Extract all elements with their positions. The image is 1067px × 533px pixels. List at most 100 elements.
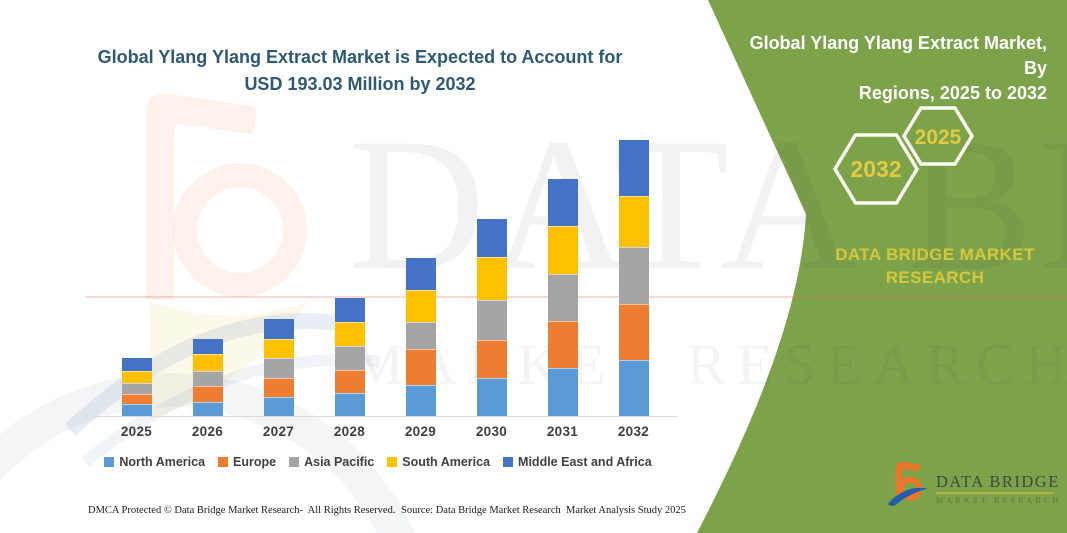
bar-slot <box>101 139 172 417</box>
x-axis-labels: 2025 2026 2027 2028 2029 2030 2031 2032 <box>101 424 669 439</box>
x-axis-label: 2032 <box>617 424 650 439</box>
legend-label: North America <box>119 455 206 469</box>
segment-north-america <box>334 393 365 417</box>
segment-middle-east-and-africa <box>121 357 152 371</box>
segment-asia-pacific <box>121 382 152 395</box>
logo-wordmark: DATA BRIDGE <box>936 472 1060 491</box>
logo-underline <box>936 492 1054 494</box>
legend-item: Europe <box>218 455 276 469</box>
x-axis-label: 2025 <box>120 424 153 439</box>
segment-europe <box>405 348 436 386</box>
chart-title: Global Ylang Ylang Extract Market is Exp… <box>80 44 640 98</box>
side-panel-heading-line2: Regions, 2025 to 2032 <box>858 83 1047 103</box>
legend-item: Middle East and Africa <box>503 455 652 469</box>
segment-north-america <box>263 397 294 417</box>
hexagon-2032-label: 2032 <box>850 156 901 182</box>
legend-item: Asia Pacific <box>289 455 374 469</box>
segment-middle-east-and-africa <box>263 319 294 339</box>
bar-2032 <box>618 140 649 417</box>
legend-label: Middle East and Africa <box>518 455 652 469</box>
bar-2029 <box>405 257 436 417</box>
chart-title-line1: Global Ylang Ylang Extract Market is Exp… <box>97 47 623 67</box>
bar-2025 <box>121 357 152 417</box>
segment-middle-east-and-africa <box>476 219 507 258</box>
segment-north-america <box>121 404 152 417</box>
bar-2031 <box>547 179 578 417</box>
brand-text-line1: DATA BRIDGE MARKET <box>835 245 1035 264</box>
legend-swatch <box>218 457 229 467</box>
legend: North America Europe Asia Pacific South Ame… <box>78 455 678 469</box>
legend-item: South America <box>387 455 490 469</box>
brand-text-line2: RESEARCH <box>885 268 985 287</box>
footer-dmca: DMCA Protected © Data Bridge Market Rese… <box>88 505 396 516</box>
bars <box>101 139 669 417</box>
side-panel-heading: Global Ylang Ylang Extract Market, By Re… <box>735 31 1047 106</box>
segment-asia-pacific <box>476 299 507 340</box>
segment-asia-pacific <box>618 247 649 304</box>
segment-south-america <box>547 226 578 274</box>
segment-europe <box>476 339 507 378</box>
legend-swatch <box>289 457 300 467</box>
hexagon-2025 <box>901 106 975 166</box>
segment-europe <box>121 394 152 405</box>
bar-slot <box>385 139 456 417</box>
legend-swatch <box>104 457 115 467</box>
segment-north-america <box>547 368 578 417</box>
bar-2030 <box>476 219 507 417</box>
segment-middle-east-and-africa <box>192 338 223 355</box>
hexagon-2025-label: 2025 <box>915 126 962 149</box>
bar-2028 <box>334 298 365 417</box>
segment-south-america <box>121 370 152 383</box>
bar-slot <box>598 139 669 417</box>
company-logo: DATA BRIDGE MARKET RESEARCH <box>886 457 1061 511</box>
footer-source: Source: Data Bridge Market Research Mark… <box>401 505 686 516</box>
side-panel-heading-line1: Global Ylang Ylang Extract Market, By <box>749 33 1047 78</box>
segment-europe <box>547 321 578 369</box>
segment-europe <box>192 385 223 402</box>
legend-swatch <box>387 457 398 467</box>
segment-south-america <box>192 354 223 372</box>
segment-middle-east-and-africa <box>618 140 649 197</box>
segment-middle-east-and-africa <box>405 257 436 290</box>
legend-label: South America <box>402 455 491 469</box>
chart-title-line2: USD 193.03 Million by 2032 <box>244 74 476 94</box>
segment-middle-east-and-africa <box>334 298 365 323</box>
segment-asia-pacific <box>192 371 223 386</box>
x-axis-label: 2029 <box>404 424 437 439</box>
segment-asia-pacific <box>263 358 294 378</box>
legend-label: Europe <box>233 455 277 469</box>
x-axis-label: 2028 <box>333 424 366 439</box>
segment-south-america <box>405 289 436 322</box>
x-axis-label: 2030 <box>475 424 508 439</box>
bar-slot <box>527 139 598 417</box>
segment-europe <box>334 369 365 394</box>
legend-item: North America <box>104 455 205 469</box>
segment-south-america <box>334 322 365 346</box>
segment-north-america <box>618 359 649 417</box>
brand-text: DATA BRIDGE MARKET RESEARCH <box>823 243 1047 289</box>
segment-europe <box>263 377 294 398</box>
hexagon-2032 <box>832 133 920 205</box>
logo-b-icon <box>887 461 929 506</box>
segment-asia-pacific <box>334 345 365 370</box>
bar-slot <box>243 139 314 417</box>
x-axis-label: 2027 <box>262 424 295 439</box>
bar-slot <box>456 139 527 417</box>
segment-south-america <box>476 257 507 300</box>
logo-subtext: MARKET RESEARCH <box>936 496 1062 505</box>
x-axis-label: 2031 <box>546 424 579 439</box>
segment-europe <box>618 303 649 360</box>
watermark-text-line2: MARKET RESEARCH <box>352 332 1067 397</box>
bar-slot <box>314 139 385 417</box>
segment-middle-east-and-africa <box>547 179 578 227</box>
segment-south-america <box>263 338 294 359</box>
segment-north-america <box>476 377 507 417</box>
bar-2026 <box>192 338 223 417</box>
legend-label: Asia Pacific <box>304 455 375 469</box>
segment-north-america <box>405 385 436 417</box>
bar-slot <box>172 139 243 417</box>
x-axis-line <box>93 416 677 417</box>
